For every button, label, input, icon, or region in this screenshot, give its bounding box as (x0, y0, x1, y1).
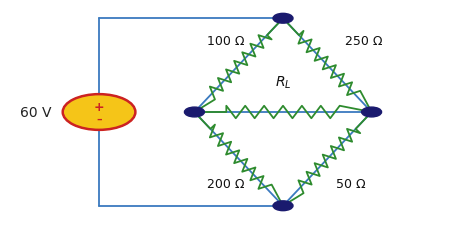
Text: 250 Ω: 250 Ω (345, 35, 383, 48)
Circle shape (273, 14, 293, 24)
Text: $R_L$: $R_L$ (275, 74, 291, 90)
Circle shape (273, 201, 293, 211)
Text: 100 Ω: 100 Ω (207, 35, 244, 48)
Text: 200 Ω: 200 Ω (207, 177, 244, 190)
Circle shape (63, 95, 135, 130)
Circle shape (185, 108, 204, 117)
Text: –: – (96, 114, 102, 124)
Text: 50 Ω: 50 Ω (336, 177, 366, 190)
Circle shape (361, 108, 382, 117)
Text: 60 V: 60 V (20, 106, 51, 119)
Text: +: + (94, 101, 104, 113)
